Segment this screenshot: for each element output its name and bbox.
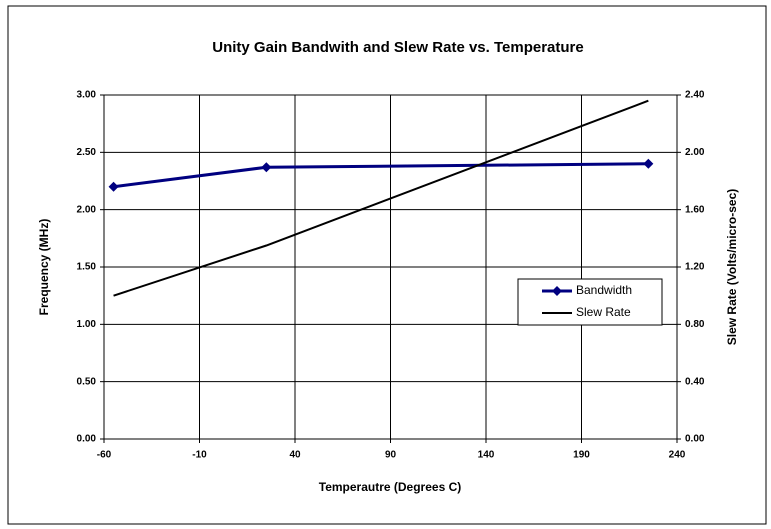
legend-label: Slew Rate [576, 305, 631, 319]
y2-tick-label: 1.60 [685, 204, 705, 215]
chart-title: Unity Gain Bandwith and Slew Rate vs. Te… [212, 39, 583, 56]
marker [643, 158, 654, 169]
x-tick-label: 190 [573, 450, 590, 461]
y2-tick-label: 2.40 [685, 90, 705, 101]
y-tick-label: 2.00 [77, 204, 97, 215]
y2-tick-label: 1.20 [685, 262, 705, 273]
y2-tick-label: 0.80 [685, 319, 705, 330]
x-tick-label: 140 [478, 450, 495, 461]
y2-tick-label: 2.00 [685, 147, 705, 158]
legend-marker [552, 286, 562, 296]
plot-border [103, 94, 678, 440]
x-tick-label: 90 [385, 450, 397, 461]
y-tick-label: 1.00 [77, 319, 97, 330]
y2-axis-label: Slew Rate (Volts/micro-sec) [725, 189, 739, 346]
x-tick-label: -60 [97, 450, 112, 461]
y-tick-label: 1.50 [77, 262, 97, 273]
y2-tick-label: 0.00 [685, 434, 705, 445]
y-tick-label: 0.50 [77, 376, 97, 387]
y-axis-label: Frequency (MHz) [37, 219, 51, 316]
series-line [113, 99, 649, 297]
y2-tick-label: 0.40 [685, 376, 705, 387]
marker [261, 162, 272, 173]
x-tick-label: 40 [289, 450, 301, 461]
legend-label: Bandwidth [576, 283, 632, 297]
y-tick-label: 0.00 [77, 434, 97, 445]
y-tick-label: 2.50 [77, 147, 97, 158]
x-tick-label: 240 [669, 450, 686, 461]
x-axis-label: Temperautre (Degrees C) [319, 480, 462, 494]
y-tick-label: 3.00 [77, 90, 97, 101]
chart-border [7, 5, 767, 525]
x-tick-label: -10 [192, 450, 207, 461]
legend [517, 278, 663, 326]
marker [108, 181, 119, 192]
